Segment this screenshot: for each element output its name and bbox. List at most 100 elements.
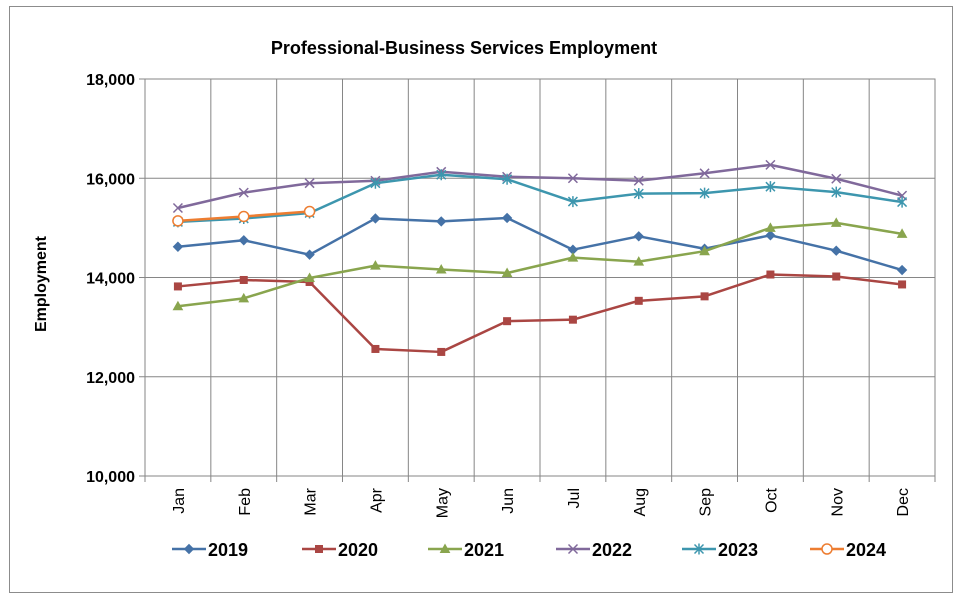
x-tick-label-aug: Aug [632, 488, 649, 516]
data-point-2022-jan [172, 202, 183, 214]
data-point-2020-sep [700, 292, 709, 301]
legend-item-2023: 2023 [682, 540, 758, 560]
x-tick-label-feb: Feb [237, 488, 254, 516]
data-point-2022-jul [567, 173, 578, 184]
data-point-2023-nov [831, 186, 842, 198]
legend-item-2022: 2022 [556, 540, 632, 560]
chart-title: Professional-Business Services Employmen… [271, 38, 657, 58]
series-2019 [172, 212, 908, 276]
data-point-2023-jun [502, 173, 513, 185]
data-point-2020-dec [898, 280, 907, 289]
data-point-2021-aug [633, 256, 645, 266]
legend-marker-2021 [439, 543, 451, 553]
axes [139, 78, 936, 482]
data-point-2021-jan [172, 300, 184, 311]
data-point-2019-oct [765, 230, 776, 241]
legend-label-2021: 2021 [464, 540, 504, 560]
data-point-2020-jul [568, 315, 577, 324]
x-axis-ticks: Jan Feb Mar Apr May Jun Jul Aug Sep Oct Nov Dec [171, 487, 912, 518]
x-tick-label-nov: Nov [829, 488, 846, 516]
data-point-2021-sep [699, 245, 710, 256]
data-point-2019-dec [896, 264, 908, 276]
data-point-2020-jan [173, 282, 182, 291]
data-point-2021-may [435, 264, 447, 274]
x-tick-label-dec: Dec [895, 488, 912, 516]
y-tick-label: 14,000 [86, 271, 135, 288]
series-2024 [172, 205, 316, 227]
legend-item-2024: 2024 [810, 540, 886, 560]
data-point-2022-mar [304, 178, 315, 189]
legend-item-2020: 2020 [302, 540, 378, 560]
plot-area-border [144, 78, 936, 477]
data-point-2021-feb [238, 292, 250, 303]
data-point-2019-jan [172, 241, 184, 252]
data-point-2022-nov [831, 173, 842, 184]
series-line-2021 [177, 221, 903, 308]
legend-label-2019: 2019 [208, 540, 248, 560]
data-point-2022-oct [765, 159, 776, 170]
data-point-2024-mar [303, 205, 316, 218]
data-point-2024-feb [238, 210, 250, 223]
data-point-2020-oct [766, 270, 775, 279]
x-tick-label-jul: Jul [566, 488, 583, 508]
data-point-2019-apr [370, 213, 381, 224]
data-point-2021-mar [304, 272, 315, 282]
legend-marker-2019 [183, 543, 195, 555]
data-point-2019-aug [633, 231, 644, 242]
legend-marker-2020 [315, 545, 323, 553]
line-chart: Professional-Business Services Employmen… [33, 38, 936, 560]
x-tick-label-may: May [434, 488, 451, 518]
series-line-2019 [177, 216, 903, 272]
data-point-2023-dec [897, 196, 908, 208]
legend-marker-2023 [693, 543, 705, 555]
x-tick-label-sep: Sep [698, 488, 715, 517]
x-tick-label-apr: Apr [368, 487, 385, 513]
data-point-2023-may [436, 169, 447, 181]
data-point-2023-sep [699, 187, 710, 199]
x-tick-label-jun: Jun [500, 488, 517, 514]
y-tick-label: 12,000 [86, 370, 135, 387]
data-point-2021-nov [830, 217, 842, 227]
data-point-2022-aug [633, 175, 644, 186]
y-axis-ticks: 10,000 12,000 14,000 16,000 18,000 [86, 72, 135, 486]
legend-item-2019: 2019 [172, 540, 248, 560]
data-point-2021-oct [765, 222, 776, 232]
legend-label-2020: 2020 [338, 540, 378, 560]
legend: 2019 2020 2021 2022 2023 2024 [172, 540, 886, 560]
gridlines [144, 78, 936, 477]
data-point-2019-jun [501, 212, 513, 224]
legend-marker-2022 [567, 543, 579, 555]
x-tick-label-oct: Oct [763, 487, 780, 512]
legend-label-2024: 2024 [846, 540, 886, 560]
data-point-2021-jun [501, 267, 513, 278]
data-point-2020-aug [634, 296, 643, 305]
data-point-2019-nov [831, 245, 842, 256]
y-tick-label: 16,000 [86, 171, 135, 188]
data-point-2023-aug [633, 188, 644, 200]
chart-frame: Professional-Business Services Employmen… [9, 6, 953, 593]
series-line-2023 [177, 173, 903, 224]
y-tick-label: 18,000 [86, 72, 135, 89]
legend-marker-2024 [821, 543, 833, 555]
data-point-2023-apr [370, 177, 381, 189]
data-point-2021-dec [896, 228, 908, 238]
data-point-2023-oct [765, 181, 776, 193]
x-tick-label-mar: Mar [303, 487, 320, 515]
series-line-2022 [177, 163, 903, 210]
series-2021 [172, 217, 908, 311]
data-point-2022-sep [699, 168, 710, 179]
series-group [172, 159, 908, 356]
data-point-2020-apr [371, 344, 380, 353]
data-point-2022-feb [238, 187, 249, 198]
data-point-2019-mar [304, 249, 315, 260]
data-point-2020-jun [503, 317, 512, 326]
data-point-2020-nov [832, 272, 841, 281]
data-point-2023-jul [567, 196, 578, 208]
legend-item-2021: 2021 [428, 540, 504, 560]
y-axis-label: Employment [33, 235, 50, 332]
y-tick-label: 10,000 [86, 469, 135, 486]
data-point-2024-jan [172, 215, 184, 227]
legend-label-2023: 2023 [718, 540, 758, 560]
data-point-2021-apr [370, 260, 381, 270]
x-tick-label-jan: Jan [171, 488, 188, 514]
